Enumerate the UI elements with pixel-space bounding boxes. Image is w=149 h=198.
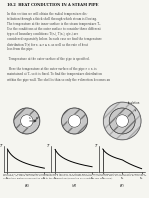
- X-axis label: $r$: $r$: [73, 182, 76, 188]
- Circle shape: [62, 108, 87, 134]
- Circle shape: [21, 115, 33, 127]
- Text: (b): (b): [72, 184, 77, 188]
- Text: In this section we will obtain the radial temperature dis-
tribution through a t: In this section we will obtain the radia…: [7, 12, 111, 82]
- Text: Insulation: Insulation: [128, 101, 140, 111]
- Text: 10.2  HEAT CONDUCTION IN A STEAM PIPE: 10.2 HEAT CONDUCTION IN A STEAM PIPE: [7, 3, 99, 7]
- X-axis label: $r$: $r$: [25, 182, 29, 188]
- X-axis label: $r$: $r$: [120, 182, 124, 188]
- Y-axis label: $T$: $T$: [94, 142, 99, 148]
- Circle shape: [109, 108, 135, 134]
- Circle shape: [103, 102, 141, 140]
- Text: Fig. 10.2-2. Radial temperature distributions in the wall of a steam pipe: (a) w: Fig. 10.2-2. Radial temperature distribu…: [3, 173, 146, 179]
- Text: (c): (c): [120, 184, 125, 188]
- Circle shape: [68, 115, 81, 127]
- Y-axis label: $T$: $T$: [0, 142, 3, 148]
- Text: $r_2$: $r_2$: [35, 115, 39, 122]
- Text: (a): (a): [24, 184, 29, 188]
- Circle shape: [116, 115, 128, 127]
- Circle shape: [109, 108, 135, 134]
- Y-axis label: $T$: $T$: [46, 142, 51, 148]
- Circle shape: [14, 108, 40, 134]
- Text: $r_1$: $r_1$: [28, 115, 32, 122]
